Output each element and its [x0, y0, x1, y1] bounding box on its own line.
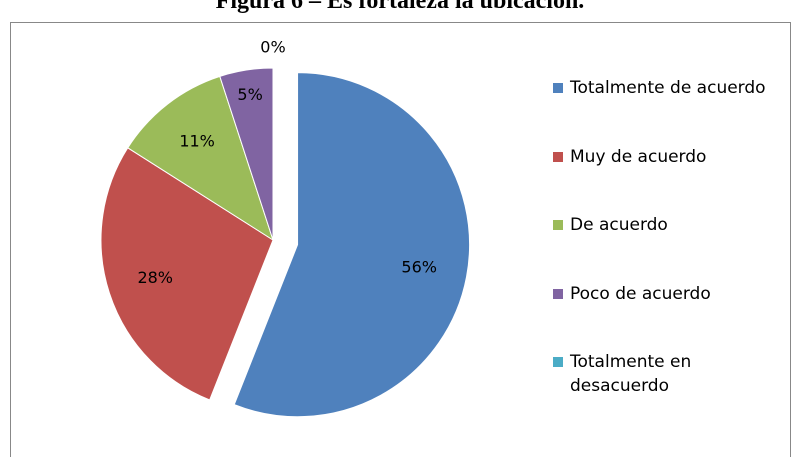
pie-slice: [127, 75, 274, 242]
legend-swatch: [553, 220, 563, 230]
legend-label: Totalmente de acuerdo: [570, 78, 766, 98]
chart-title: Figura 6 – Es fortaleza la ubicación.: [215, 0, 585, 14]
legend-label: Poco de acuerdo: [570, 283, 711, 304]
pie-slice: [100, 147, 274, 401]
pie-slice: [219, 67, 274, 241]
legend: Totalmente de acuerdo Muy de acuerdo De ac…: [553, 76, 783, 419]
legend-label: Muy de acuerdo: [570, 146, 707, 167]
pie-slice: [233, 72, 471, 418]
data-label: 5%: [237, 85, 262, 104]
legend-item: Totalmente en desacuerdo: [553, 350, 783, 419]
legend-item: Poco de acuerdo: [553, 282, 783, 351]
legend-label: Totalmente en desacuerdo: [570, 352, 692, 396]
data-label: 0%: [260, 38, 285, 57]
legend-swatch: [553, 357, 563, 367]
legend-item: Muy de acuerdo: [553, 145, 783, 214]
data-label: 56%: [401, 257, 437, 276]
data-label: 11%: [179, 132, 215, 151]
legend-swatch: [553, 151, 563, 162]
legend-label: De acuerdo: [570, 215, 668, 235]
legend-swatch: [553, 83, 563, 93]
data-label: 28%: [137, 268, 173, 287]
legend-item: Totalmente de acuerdo: [553, 76, 783, 145]
legend-swatch: [553, 288, 563, 299]
legend-item: De acuerdo: [553, 213, 783, 282]
